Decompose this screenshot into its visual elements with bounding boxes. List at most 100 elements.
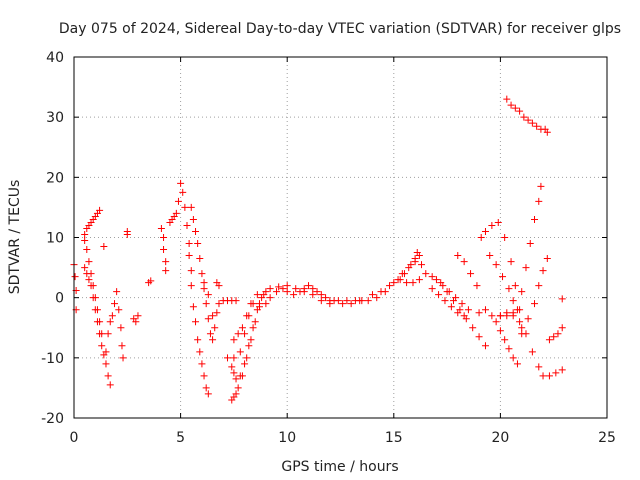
data-point <box>215 282 223 290</box>
data-point <box>230 354 238 362</box>
data-point <box>234 384 242 392</box>
data-point <box>473 282 481 290</box>
data-point <box>509 297 517 305</box>
y-tick-label: 20 <box>46 170 64 186</box>
data-point <box>187 203 195 211</box>
data-point <box>305 282 313 290</box>
x-tick-label: 0 <box>70 430 79 446</box>
data-point <box>232 390 240 398</box>
data-point <box>215 300 223 308</box>
data-point <box>236 348 244 356</box>
data-point <box>189 215 197 223</box>
data-point <box>511 282 519 290</box>
data-point <box>545 336 553 344</box>
data-point <box>228 363 236 371</box>
data-point <box>179 188 187 196</box>
data-point <box>209 336 217 344</box>
data-point <box>196 255 204 263</box>
data-point <box>449 297 457 305</box>
data-point <box>396 276 404 284</box>
y-axis-ticks: -20 -10 0 10 20 30 40 <box>41 50 607 427</box>
data-point <box>185 252 193 260</box>
data-point <box>462 315 470 323</box>
data-point <box>552 369 560 377</box>
data-point <box>115 306 123 314</box>
data-point <box>435 291 443 299</box>
data-point <box>522 264 530 272</box>
data-point <box>194 240 202 248</box>
plot-frame <box>73 56 608 419</box>
data-point <box>513 306 521 314</box>
data-point <box>526 240 534 248</box>
data-point <box>189 303 197 311</box>
data-point <box>398 270 406 278</box>
data-point <box>550 333 558 341</box>
x-tick-label: 5 <box>176 430 185 446</box>
data-point <box>96 318 104 326</box>
data-point <box>428 285 436 293</box>
data-point <box>102 348 110 356</box>
data-point <box>85 276 93 284</box>
data-point <box>204 315 212 323</box>
data-point <box>531 300 539 308</box>
data-point <box>279 285 287 293</box>
data-point <box>381 288 389 296</box>
data-point <box>300 288 308 296</box>
data-point <box>71 273 79 281</box>
data-point <box>98 330 106 338</box>
data-point <box>106 318 114 326</box>
data-point <box>81 237 89 245</box>
data-point <box>224 354 232 362</box>
data-point <box>89 282 97 290</box>
data-point <box>405 264 413 272</box>
data-point <box>198 270 206 278</box>
data-point <box>81 264 89 272</box>
data-point <box>104 330 112 338</box>
data-point <box>437 279 445 287</box>
data-point <box>98 342 106 350</box>
data-point <box>232 375 240 383</box>
data-point <box>543 255 551 263</box>
data-point <box>492 318 500 326</box>
data-point <box>102 360 110 368</box>
data-point <box>119 354 127 362</box>
data-point <box>283 282 291 290</box>
data-point <box>411 258 419 266</box>
data-point <box>499 273 507 281</box>
data-point <box>364 297 372 305</box>
data-point <box>481 227 489 235</box>
data-point <box>505 285 513 293</box>
data-point <box>415 276 423 284</box>
data-point <box>234 330 242 338</box>
data-point <box>415 252 423 260</box>
x-tick-label: 20 <box>491 430 509 446</box>
data-point <box>275 283 283 291</box>
data-point <box>422 270 430 278</box>
data-point <box>326 300 334 308</box>
data-point <box>507 258 515 266</box>
data-point <box>247 336 255 344</box>
data-point <box>160 246 168 254</box>
data-points <box>70 95 566 404</box>
data-point <box>339 300 347 308</box>
y-tick-label: 30 <box>46 110 64 126</box>
data-point <box>241 360 249 368</box>
data-point <box>283 288 291 296</box>
data-point <box>260 291 268 299</box>
x-tick-label: 15 <box>385 430 403 446</box>
data-point <box>516 107 524 115</box>
data-point <box>313 288 321 296</box>
data-point <box>160 234 168 241</box>
data-point <box>106 381 114 389</box>
data-point <box>447 303 455 311</box>
data-point <box>196 348 204 356</box>
data-point <box>496 312 504 320</box>
data-point <box>558 366 566 374</box>
data-point <box>531 215 539 223</box>
data-point <box>118 342 126 350</box>
data-point <box>290 291 298 299</box>
data-point <box>373 294 381 302</box>
data-point <box>238 324 246 332</box>
data-point <box>113 288 121 296</box>
